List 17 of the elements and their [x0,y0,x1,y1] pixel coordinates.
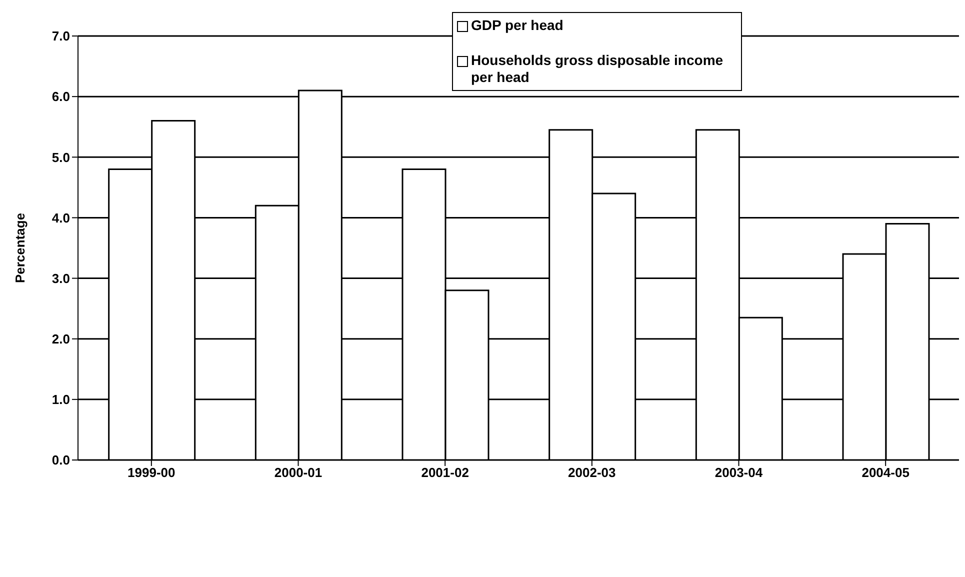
x-tick-label: 1999-00 [128,465,176,480]
x-tick-label: 2002-03 [568,465,616,480]
y-tick-label: 5.0 [52,150,70,165]
x-tick-label: 2001-02 [421,465,469,480]
legend-label: GDP per head [471,17,564,34]
y-tick-label: 0.0 [52,452,70,468]
y-tick-label: 4.0 [52,210,70,226]
x-tick-label: 2003-04 [714,465,764,480]
y-axis-title: Percentage [12,212,28,284]
y-tick-label: 3.0 [52,270,70,286]
y-tick-label: 2.0 [52,331,70,346]
x-tick-label: 2000-01 [274,465,322,480]
y-tick-label: 1.0 [52,392,70,408]
y-tick-label: 7.0 [52,28,70,44]
y-tick-label: 6.0 [52,89,70,104]
x-tick-label: 2004-05 [862,465,910,480]
legend-label: Households gross disposable income per head [471,52,724,86]
